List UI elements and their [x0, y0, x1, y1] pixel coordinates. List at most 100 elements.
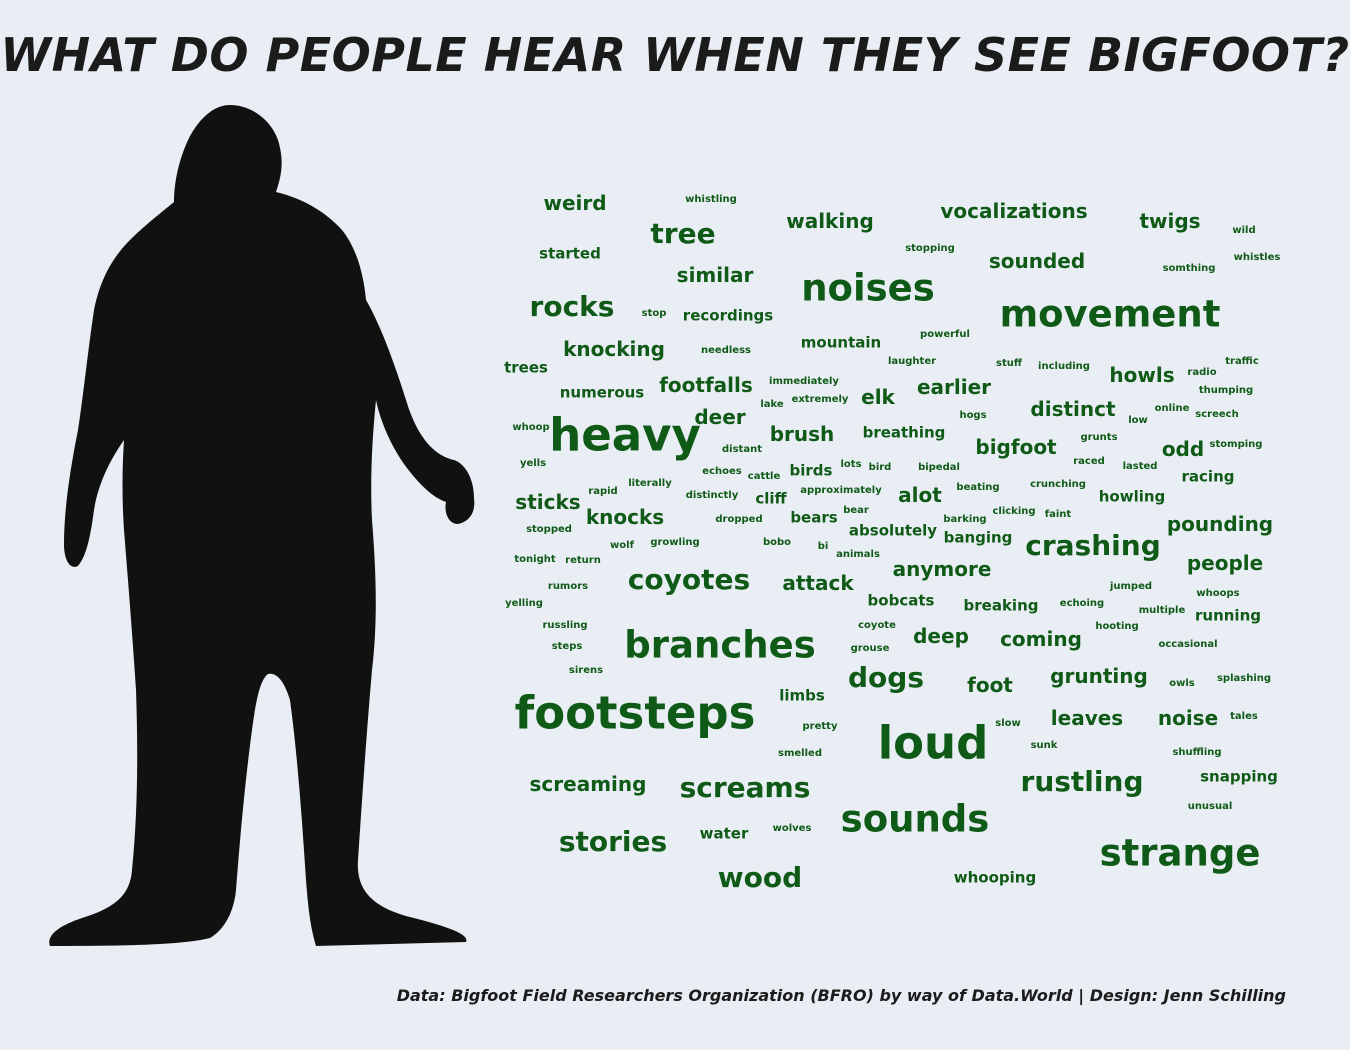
cloud-word-distinctly: distinctly [685, 490, 739, 501]
cloud-word-strange: strange [1099, 831, 1261, 875]
cloud-word-noise: noise [1157, 706, 1219, 730]
cloud-word-mountain: mountain [800, 333, 882, 352]
cloud-word-sounded: sounded [988, 249, 1086, 273]
cloud-word-twigs: twigs [1139, 209, 1201, 233]
cloud-word-leaves: leaves [1050, 706, 1124, 730]
cloud-word-tonight: tonight [514, 554, 556, 565]
cloud-word-unusual: unusual [1187, 801, 1233, 812]
cloud-word-limbs: limbs [779, 686, 825, 705]
cloud-word-deep: deep [913, 624, 969, 648]
cloud-word-stories: stories [558, 825, 668, 858]
cloud-word-similar: similar [676, 263, 754, 287]
cloud-word-stomping: stomping [1209, 439, 1263, 450]
cloud-word-bobo: bobo [762, 537, 792, 548]
cloud-word-footsteps: footsteps [514, 686, 756, 740]
cloud-word-growling: growling [650, 537, 700, 548]
cloud-word-stopped: stopped [526, 524, 572, 535]
cloud-word-elk: elk [861, 385, 895, 409]
cloud-word-whistling: whistling [685, 194, 737, 205]
cloud-word-thumping: thumping [1198, 385, 1254, 396]
cloud-word-jumped: jumped [1109, 581, 1153, 592]
cloud-word-banging: banging [943, 528, 1013, 547]
cloud-word-howls: howls [1109, 363, 1175, 387]
cloud-word-pounding: pounding [1166, 512, 1274, 536]
cloud-word-immediately: immediately [769, 376, 839, 387]
cloud-word-heavy: heavy [549, 408, 701, 462]
cloud-word-numerous: numerous [559, 383, 645, 402]
cloud-word-echoing: echoing [1059, 598, 1105, 609]
cloud-word-brush: brush [769, 422, 835, 446]
cloud-word-stuff: stuff [996, 358, 1022, 369]
cloud-word-rocks: rocks [529, 290, 615, 323]
cloud-word-weird: weird [543, 191, 607, 215]
cloud-word-russling: russling [542, 620, 588, 631]
cloud-word-grunts: grunts [1080, 432, 1118, 443]
cloud-word-grunting: grunting [1050, 664, 1148, 688]
cloud-word-trees: trees [504, 358, 548, 377]
cloud-word-walking: walking [786, 209, 874, 233]
cloud-word-absolutely: absolutely [848, 521, 938, 540]
cloud-word-foot: foot [967, 673, 1013, 697]
cloud-word-beating: beating [956, 482, 1000, 493]
cloud-word-bigfoot: bigfoot [975, 435, 1057, 459]
cloud-word-crashing: crashing [1025, 529, 1161, 562]
cloud-word-distinct: distinct [1030, 397, 1116, 421]
caption: Data: Bigfoot Field Researchers Organiza… [396, 986, 1286, 1005]
cloud-word-water: water [699, 824, 749, 843]
cloud-word-racing: racing [1181, 467, 1235, 486]
cloud-word-literally: literally [628, 478, 672, 489]
cloud-word-screech: screech [1195, 409, 1239, 420]
cloud-word-noises: noises [801, 266, 935, 310]
cloud-word-bipedal: bipedal [918, 462, 960, 473]
cloud-word-footfalls: footfalls [659, 373, 753, 397]
cloud-word-coming: coming [1000, 627, 1082, 651]
cloud-word-traffic: traffic [1225, 356, 1259, 367]
cloud-word-alot: alot [898, 483, 942, 507]
cloud-word-extremely: extremely [791, 394, 849, 405]
cloud-word-occasional: occasional [1158, 639, 1218, 650]
cloud-word-laughter: laughter [887, 356, 937, 367]
cloud-word-earlier: earlier [916, 375, 992, 399]
cloud-word-powerful: powerful [920, 329, 970, 340]
cloud-word-barking: barking [943, 514, 987, 525]
cloud-word-bear: bear [843, 505, 869, 516]
cloud-word-hogs: hogs [959, 410, 987, 421]
cloud-word-smelled: smelled [778, 748, 822, 759]
cloud-word-rumors: rumors [547, 581, 589, 592]
bigfoot-silhouette-icon [49, 105, 475, 946]
cloud-word-odd: odd [1161, 437, 1205, 461]
cloud-word-cliff: cliff [755, 489, 787, 508]
cloud-word-coyote: coyote [858, 620, 896, 631]
cloud-word-loud: loud [877, 716, 989, 770]
cloud-word-branches: branches [624, 623, 816, 667]
cloud-word-hooting: hooting [1095, 621, 1139, 632]
cloud-word-lasted: lasted [1122, 461, 1158, 472]
cloud-word-tree: tree [650, 217, 716, 250]
cloud-word-stop: stop [641, 308, 667, 319]
cloud-word-bird: bird [868, 462, 892, 473]
cloud-word-splashing: splashing [1216, 673, 1272, 684]
cloud-word-rustling: rustling [1020, 765, 1144, 798]
cloud-word-dropped: dropped [715, 514, 763, 525]
cloud-word-crunching: crunching [1030, 479, 1086, 490]
cloud-word-people: people [1186, 551, 1264, 575]
cloud-word-sunk: sunk [1030, 740, 1058, 751]
cloud-word-wolf: wolf [610, 540, 634, 551]
cloud-word-online: online [1154, 403, 1190, 414]
cloud-word-recordings: recordings [682, 306, 774, 325]
cloud-word-bi: bi [817, 541, 829, 552]
cloud-word-screaming: screaming [529, 772, 647, 796]
cloud-word-whistles: whistles [1233, 252, 1281, 263]
cloud-word-tales: tales [1230, 711, 1258, 722]
cloud-word-radio: radio [1187, 367, 1217, 378]
cloud-word-yelling: yelling [505, 598, 543, 609]
cloud-word-whooping: whooping [953, 868, 1037, 887]
cloud-word-vocalizations: vocalizations [940, 199, 1088, 223]
cloud-word-deer: deer [694, 405, 746, 429]
cloud-word-somthing: somthing [1162, 263, 1216, 274]
cloud-word-breathing: breathing [862, 423, 946, 442]
cloud-word-clicking: clicking [992, 506, 1036, 517]
cloud-word-movement: movement [999, 292, 1221, 336]
cloud-word-wood: wood [717, 861, 803, 894]
